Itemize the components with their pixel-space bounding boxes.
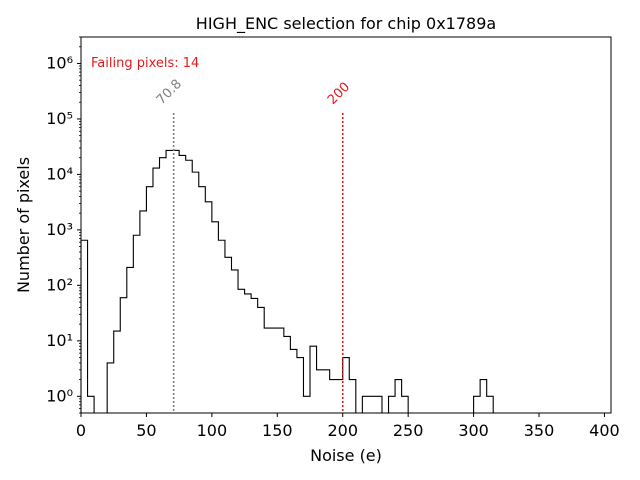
y-tick-label: 10² (46, 275, 73, 294)
x-tick-label: 150 (262, 421, 293, 440)
histogram-outline (80, 149, 494, 414)
x-tick-label: 50 (136, 421, 156, 440)
y-tick-label: 10⁰ (46, 386, 73, 405)
y-tick-label: 10⁴ (46, 164, 73, 183)
y-axis-label: Number of pixels (14, 157, 33, 293)
x-axis-ticks: 0 50 100 150 200 250 300 350 400 (76, 413, 620, 440)
chart-title: HIGH_ENC selection for chip 0x1789a (196, 14, 496, 34)
x-tick-label: 100 (197, 421, 228, 440)
y-tick-label: 10⁵ (46, 109, 73, 128)
axes-frame (80, 36, 612, 414)
x-tick-label: 200 (327, 421, 358, 440)
y-tick-label: 10¹ (46, 331, 73, 350)
x-tick-label: 400 (589, 421, 620, 440)
x-axis-label: Noise (e) (310, 446, 382, 465)
x-tick-label: 300 (458, 421, 489, 440)
y-tick-label: 10⁶ (46, 53, 73, 72)
failing-pixels-annotation: Failing pixels: 14 (91, 56, 199, 71)
y-axis-ticks: 10⁰ 10¹ 10² 10³ 10⁴ 10⁵ 10⁶ (46, 36, 81, 414)
x-tick-label: 0 (76, 421, 86, 440)
plot-layer (80, 113, 494, 414)
x-tick-label: 350 (524, 421, 555, 440)
y-tick-label: 10³ (46, 220, 73, 239)
x-tick-label: 250 (393, 421, 424, 440)
